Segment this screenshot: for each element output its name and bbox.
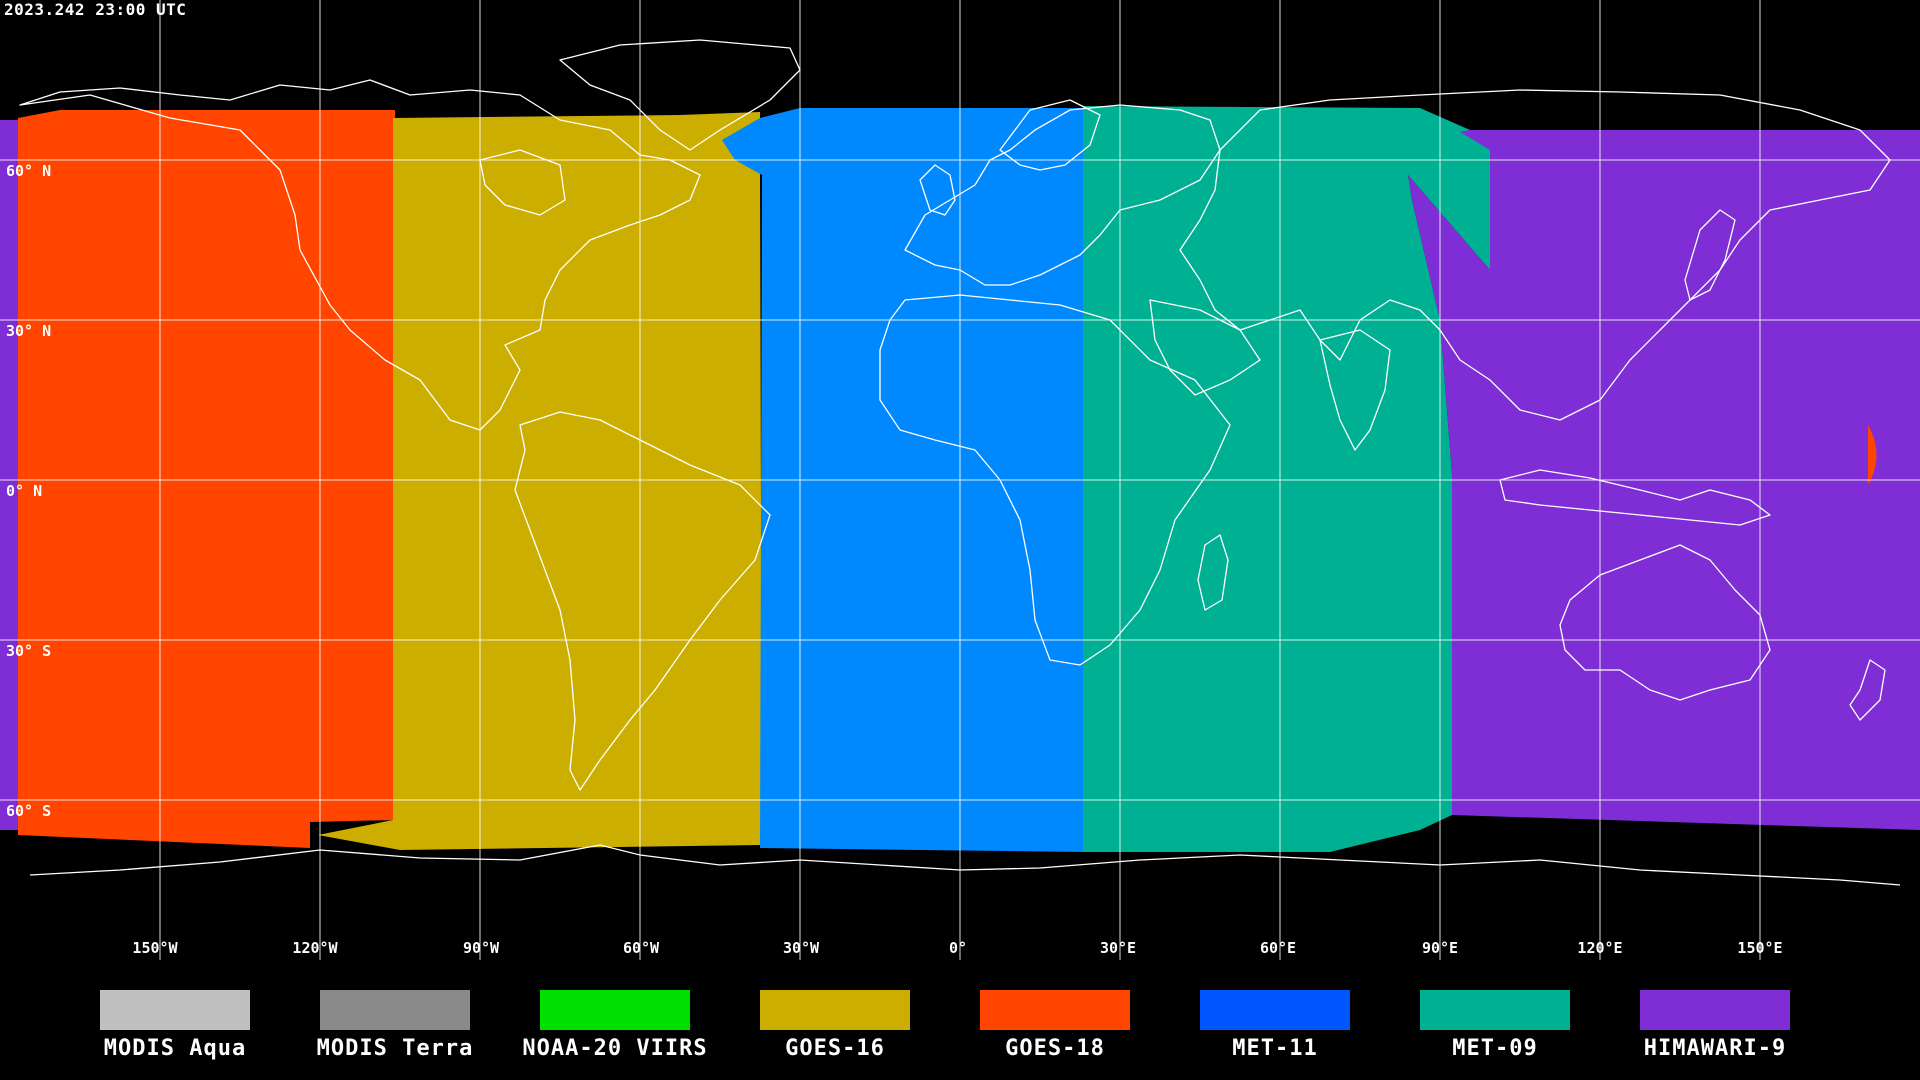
latitude-labels: 60° N 30° N 0° N 30° S 60° S (6, 162, 51, 820)
lon-label-90e: 90°E (1422, 939, 1458, 957)
lon-label-120w: 120°W (292, 939, 338, 957)
satellite-coverage-map: 60° N 30° N 0° N 30° S 60° S 150°W 120°W… (0, 0, 1920, 960)
goes18-east-edge (1868, 425, 1877, 485)
legend-swatch-met09 (1420, 990, 1570, 1030)
lon-label-60w: 60°W (623, 939, 660, 957)
lon-label-150w: 150°W (132, 939, 178, 957)
lon-label-60e: 60°E (1260, 939, 1296, 957)
graticule (0, 0, 1920, 960)
africa-coast (879, 294, 1231, 666)
legend-label-modis-terra: MODIS Terra (316, 1036, 474, 1061)
legend-swatch-modis-terra (320, 990, 470, 1030)
legend: MODIS Aqua MODIS Terra NOAA-20 VIIRS GOE… (0, 960, 1920, 1080)
legend-label-met09: MET-09 (1452, 1036, 1538, 1061)
lat-label-60n: 60° N (6, 162, 51, 180)
asia-coast (1179, 89, 1891, 421)
europe-coast (904, 104, 1221, 286)
legend-label-goes16: GOES-16 (785, 1036, 885, 1061)
legend-label-modis-aqua: MODIS Aqua (103, 1036, 247, 1061)
legend-swatch-modis-aqua (100, 990, 250, 1030)
japan (1684, 209, 1736, 301)
madagascar (1197, 534, 1229, 611)
coastlines (19, 39, 1901, 886)
legend-label-noaa20-viirs: NOAA-20 VIIRS (522, 1036, 708, 1061)
legend-swatch-noaa20-viirs (540, 990, 690, 1030)
himawari9-west-edge (0, 120, 18, 830)
scandinavia (999, 99, 1101, 171)
legend-swatch-goes18 (980, 990, 1130, 1030)
hudson-bay (479, 149, 566, 216)
lat-label-30s: 30° S (6, 642, 51, 660)
lon-label-150e: 150°E (1737, 939, 1782, 957)
legend-swatch-goes16 (760, 990, 910, 1030)
lat-label-60s: 60° S (6, 802, 51, 820)
lat-label-0n: 0° N (6, 482, 42, 500)
lon-label-90w: 90°W (463, 939, 500, 957)
legend-label-goes18: GOES-18 (1005, 1036, 1105, 1061)
legend-swatch-himawari9 (1640, 990, 1790, 1030)
lon-label-0: 0° (949, 939, 967, 957)
lon-label-30w: 30°W (783, 939, 820, 957)
legend-label-met11: MET-11 (1232, 1036, 1318, 1061)
legend-label-himawari9: HIMAWARI-9 (1643, 1036, 1787, 1061)
australia-coast (1559, 544, 1771, 701)
goes16-coverage (318, 112, 762, 850)
met09-coverage (1083, 106, 1490, 852)
lon-label-30e: 30°E (1100, 939, 1136, 957)
lon-label-120e: 120°E (1577, 939, 1622, 957)
longitude-labels: 150°W 120°W 90°W 60°W 30°W 0° 30°E 60°E … (132, 939, 1782, 957)
south-america-coast (514, 411, 771, 791)
north-america-coast (19, 79, 701, 431)
indonesia (1499, 469, 1771, 526)
coverage-regions (0, 106, 1920, 852)
greenland (559, 39, 801, 151)
arabian-peninsula (1149, 299, 1261, 396)
legend-swatch-met11 (1200, 990, 1350, 1030)
indian-subcontinent (1319, 329, 1391, 451)
new-zealand (1849, 659, 1886, 721)
lat-label-30n: 30° N (6, 322, 51, 340)
timestamp: 2023.242 23:00 UTC (4, 0, 187, 19)
goes18-coverage (18, 110, 395, 848)
antarctica-coast (29, 844, 1901, 886)
british-isles (919, 164, 956, 216)
